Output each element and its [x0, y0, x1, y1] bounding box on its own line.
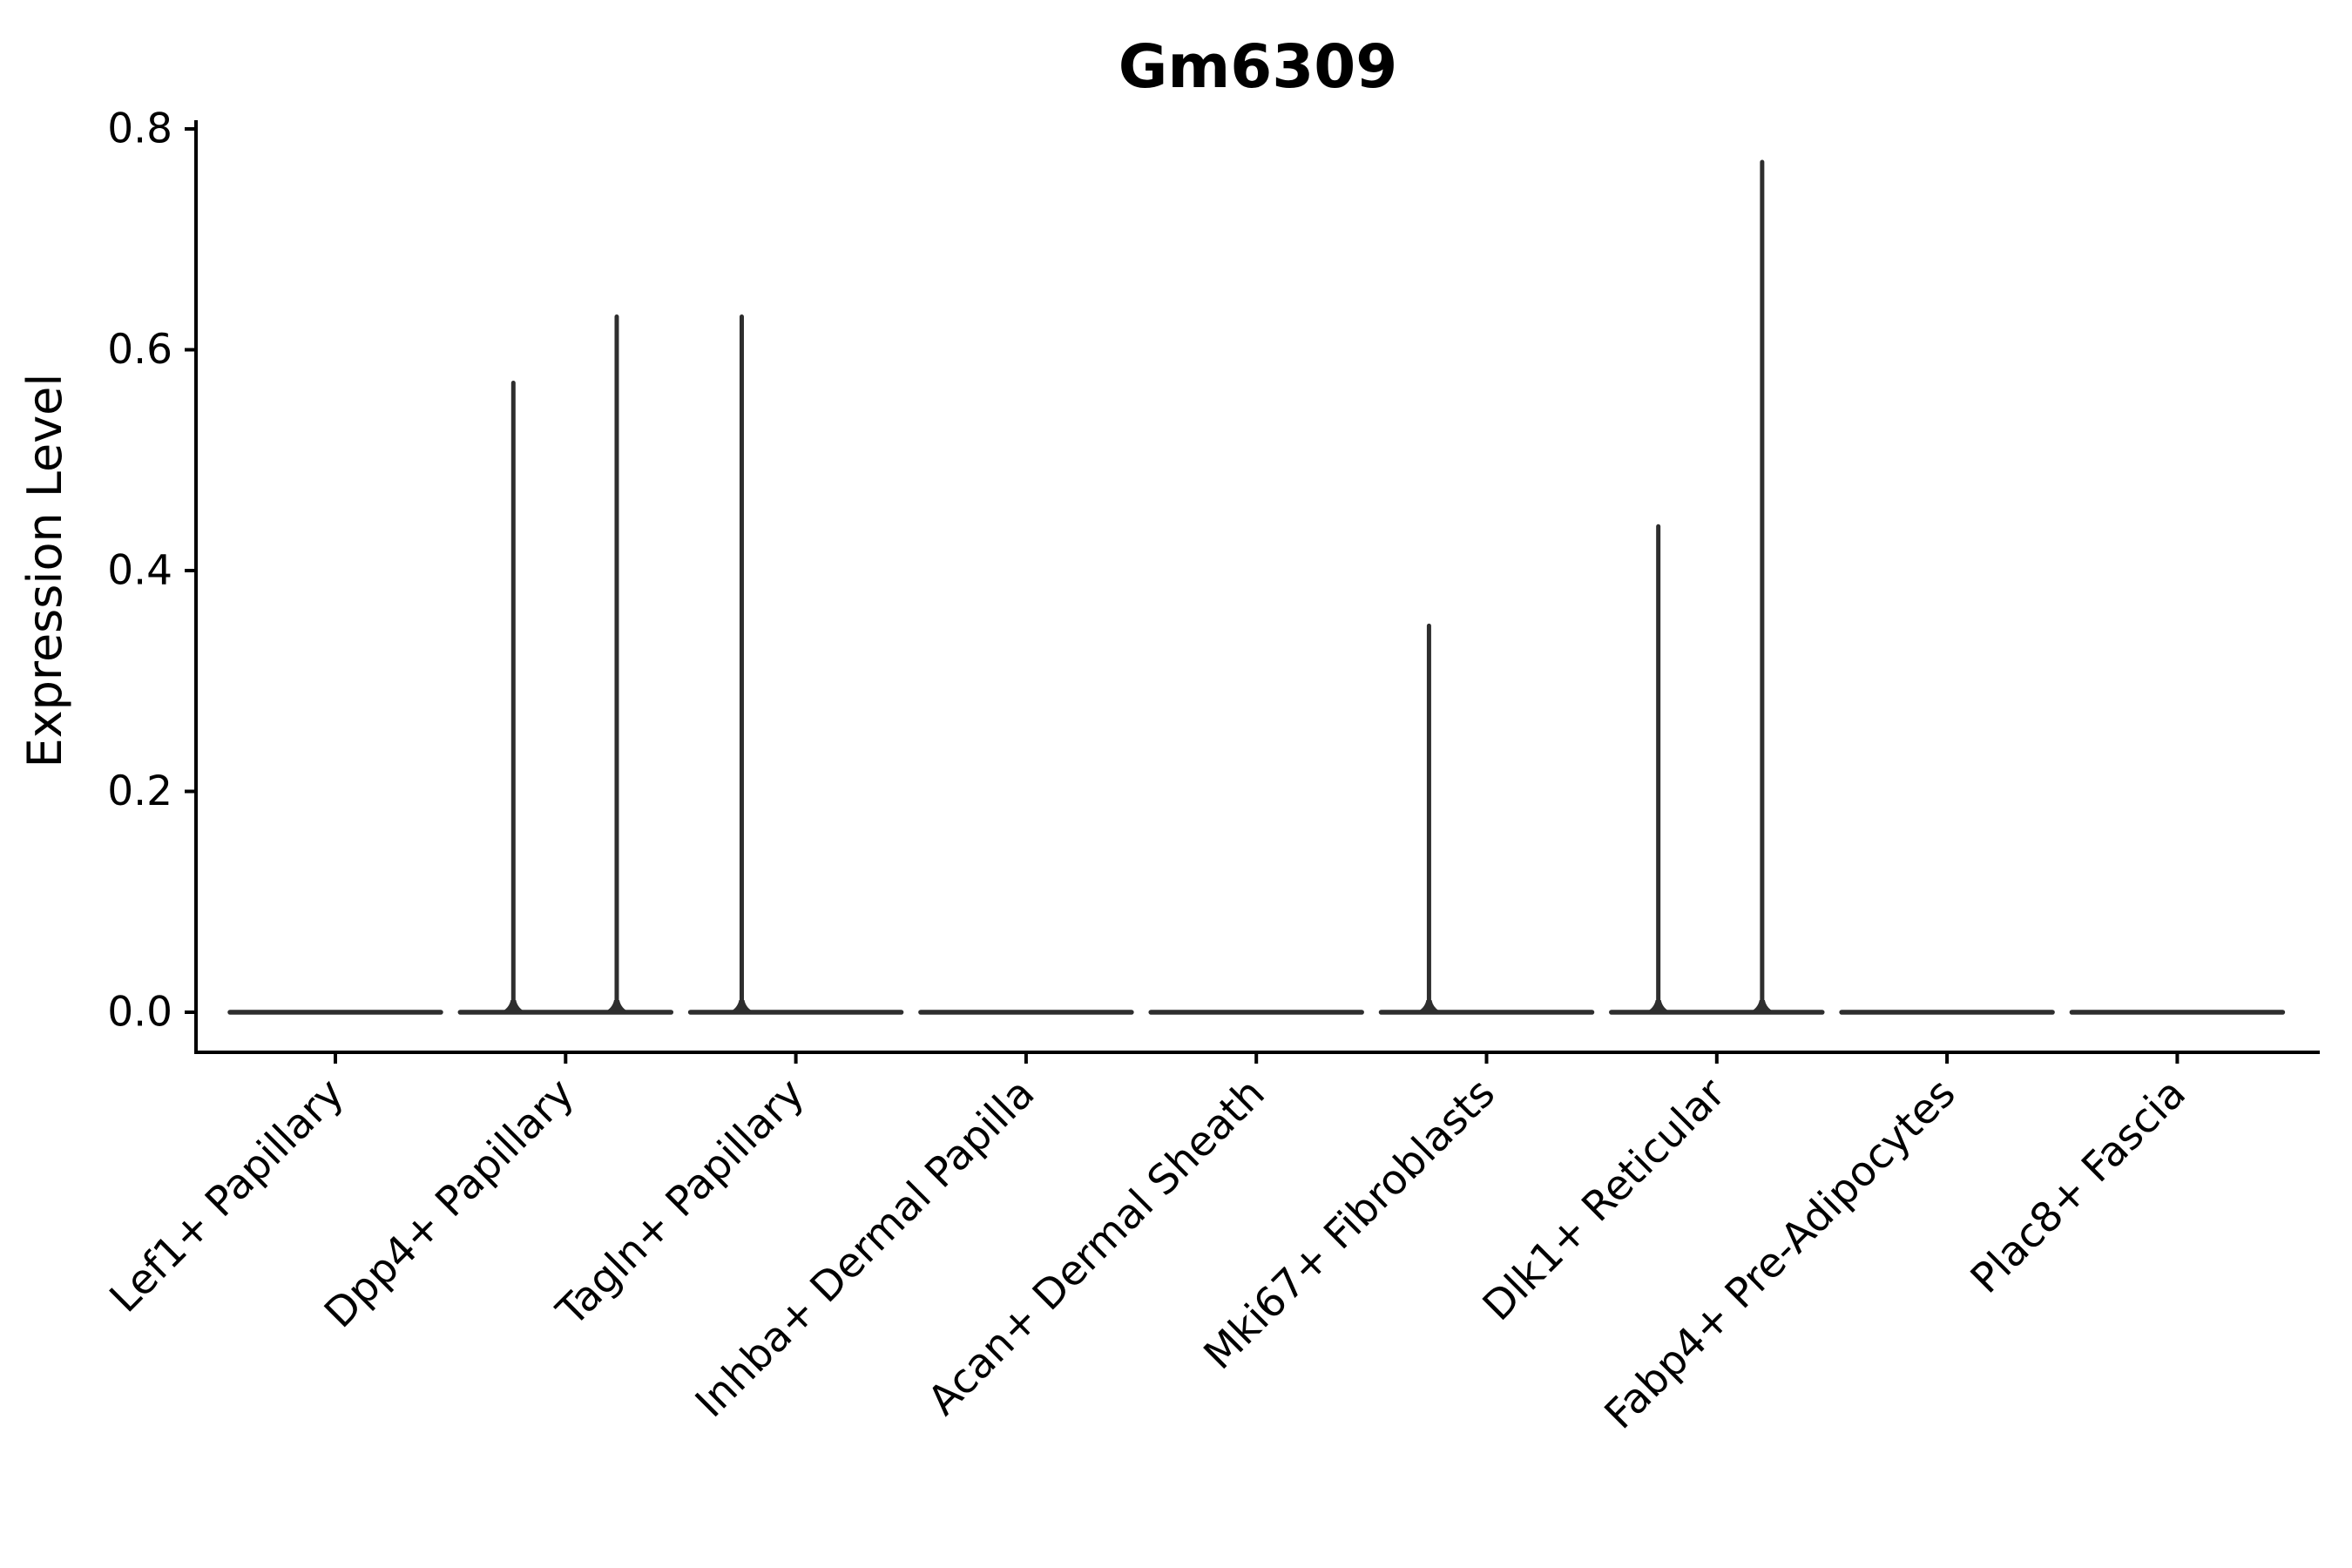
x-tick-label: Tagln+ Papillary [547, 1070, 814, 1336]
y-tick-label: 0.6 [107, 326, 172, 374]
y-tick-label: 0.4 [107, 547, 172, 595]
violin-3 [687, 314, 904, 1015]
y-axis-label: Expression Level [17, 374, 72, 768]
violin-2 [457, 314, 674, 1015]
y-axis: 0.0 0.2 0.4 0.6 0.8 [107, 105, 198, 1054]
violin-7 [1609, 159, 1825, 1015]
chart-title: Gm6309 [1119, 32, 1398, 102]
y-tick-label: 0.8 [107, 105, 172, 153]
y-tick-label: 0.2 [107, 767, 172, 815]
x-tick-label: Lef1+ Papillary [101, 1070, 354, 1322]
y-tick-label: 0.0 [107, 989, 172, 1037]
x-tick-label: Dlk1+ Reticular [1474, 1069, 1735, 1330]
x-tick-label: Dpp4+ Papillary [315, 1070, 584, 1338]
violins-layer [227, 159, 2286, 1015]
x-tick-label: Plac8+ Fascia [1962, 1070, 2195, 1303]
violin-6 [1378, 623, 1595, 1015]
